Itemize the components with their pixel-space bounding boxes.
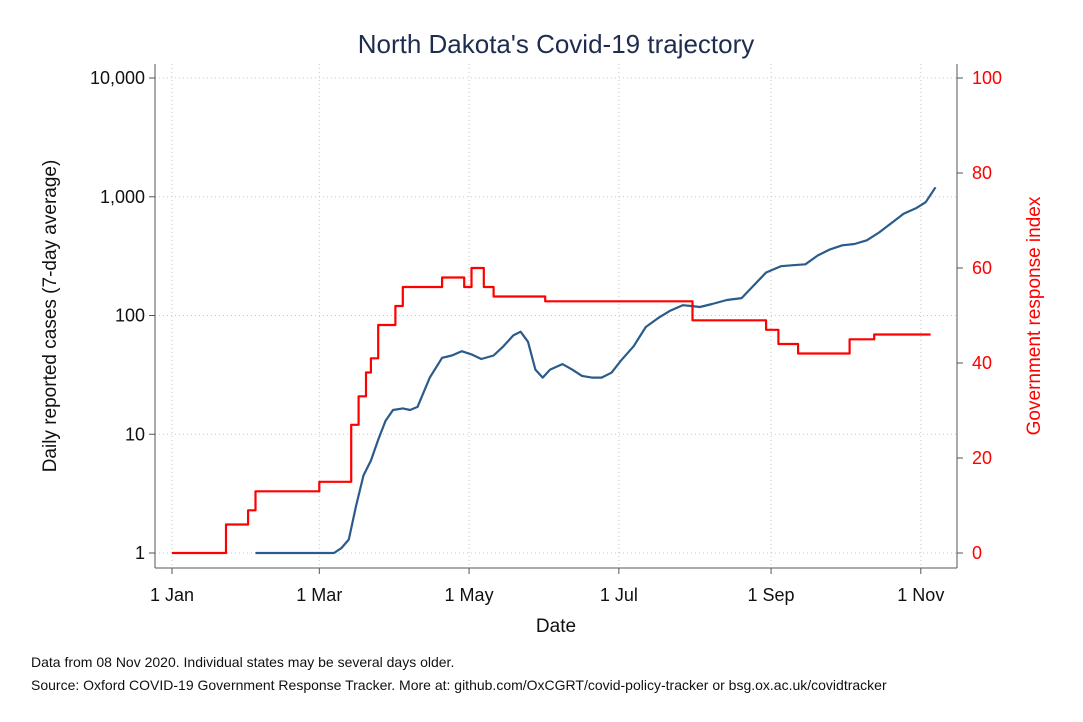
x-tick-label: 1 Sep (748, 585, 795, 605)
y-axis-label-left: Daily reported cases (7-day average) (40, 160, 61, 473)
y-right-tick-label: 60 (972, 258, 992, 278)
y-right-tick-label: 40 (972, 353, 992, 373)
data-note: Data from 08 Nov 2020. Individual states… (31, 654, 455, 670)
x-tick-label: 1 Jul (600, 585, 638, 605)
y-left-tick-label: 10,000 (90, 68, 145, 88)
ticks: 1 10 100 1,000 10,000 1 Jan 1 Mar 1 May 1 Jul 1 S… (90, 68, 1002, 605)
x-tick-label: 1 Nov (897, 585, 944, 605)
series-line-cases (255, 186, 937, 555)
x-tick-label: 1 Jan (150, 585, 194, 605)
source-note: Source: Oxford COVID-19 Government Respo… (31, 677, 887, 693)
y-left-tick-label: 1 (135, 543, 145, 563)
y-right-tick-label: 20 (972, 448, 992, 468)
y-left-tick-label: 10 (125, 424, 145, 444)
y-right-tick-label: 0 (972, 543, 982, 563)
y-right-tick-label: 100 (972, 68, 1002, 88)
series-layer (172, 186, 937, 555)
y-right-tick-label: 80 (972, 163, 992, 183)
series-line-response-index (172, 266, 931, 555)
x-tick-label: 1 Mar (296, 585, 342, 605)
x-tick-label: 1 May (445, 585, 494, 605)
y-left-tick-label: 1,000 (100, 187, 145, 207)
y-left-tick-label: 100 (115, 306, 145, 326)
x-axis-label: Date (536, 616, 576, 637)
y-axis-label-right: Government response index (1024, 196, 1045, 435)
chart-title: North Dakota's Covid-19 trajectory (358, 29, 755, 59)
